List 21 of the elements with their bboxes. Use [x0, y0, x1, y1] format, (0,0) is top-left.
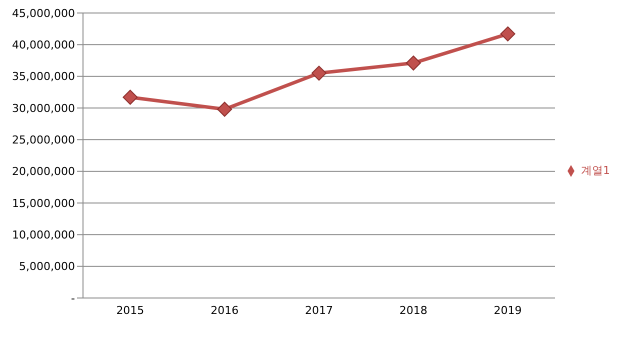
y-tick-label: 25,000,000 — [12, 134, 75, 147]
point — [500, 26, 516, 42]
y-tick-label: - — [71, 292, 76, 305]
y-tick-label: 30,000,000 — [12, 102, 75, 115]
point — [122, 90, 138, 105]
y-tick-label: 15,000,000 — [12, 196, 75, 210]
point — [217, 102, 232, 117]
x-tick-label: 2015 — [116, 304, 144, 317]
point — [406, 56, 421, 71]
y-tick-label: 40,000,000 — [12, 38, 75, 52]
point — [312, 66, 326, 81]
y-tick-label: 35,000,000 — [12, 70, 75, 84]
y-tick-label: 5,000,000 — [19, 260, 75, 274]
x-tick-label: 2019 — [494, 304, 522, 317]
y-tick-label: 45,000,000 — [12, 6, 75, 20]
x-tick-label: 2016 — [210, 304, 239, 317]
legend-label: 계열1 — [581, 164, 610, 177]
x-tick-label: 2018 — [399, 304, 428, 317]
y-tick-label: 10,000,000 — [12, 228, 75, 242]
x-tick-label: 2017 — [305, 304, 333, 317]
y-tick-label: 20,000,000 — [12, 165, 75, 178]
